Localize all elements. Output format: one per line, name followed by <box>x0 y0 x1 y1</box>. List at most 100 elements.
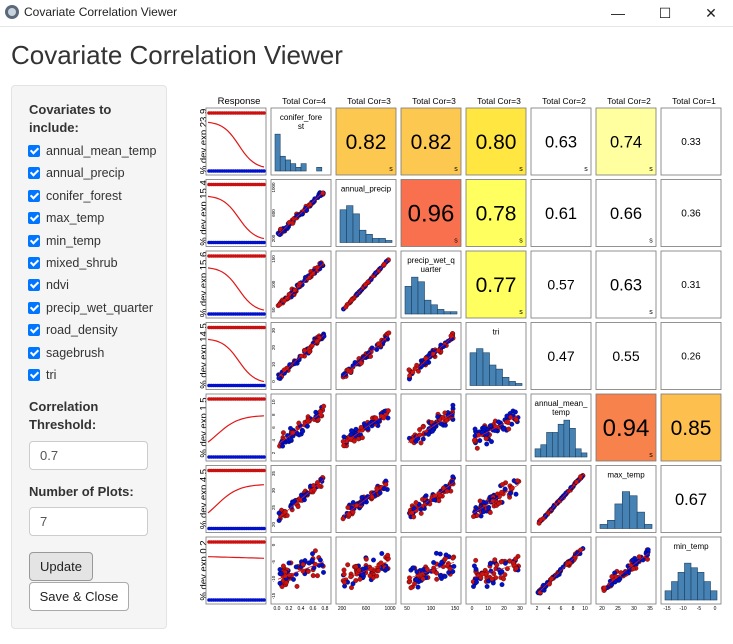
y-tick-label: 35 <box>271 471 276 477</box>
column-header: Total Cor=3 <box>412 96 456 106</box>
presence-point <box>436 498 442 504</box>
covariate-checkbox-precip-wet-quarter[interactable]: precip_wet_quarter <box>28 298 153 318</box>
x-tick-label: 0 <box>471 606 474 612</box>
presence-point <box>431 493 437 499</box>
covariate-label: max_temp <box>46 211 105 226</box>
checkbox-checked-icon[interactable] <box>28 324 40 337</box>
presence-point <box>514 478 520 484</box>
checkbox-checked-icon[interactable] <box>28 234 40 247</box>
response-cell <box>205 536 267 605</box>
absence-point <box>278 571 284 576</box>
presence-point <box>412 366 418 372</box>
histogram-bar <box>703 581 711 601</box>
y-tick-label: 25 <box>271 505 276 511</box>
absence-point <box>300 494 306 500</box>
absence-point <box>442 422 448 428</box>
variable-label: conifer_fore <box>280 113 323 122</box>
presence-point <box>295 504 301 510</box>
presence-point <box>297 281 303 286</box>
threshold-input[interactable] <box>29 441 148 470</box>
presence-point <box>311 487 317 493</box>
correlation-value: 0.82 <box>346 131 387 154</box>
update-button[interactable]: Update <box>29 552 93 581</box>
fit-line <box>472 563 520 578</box>
histogram-bar <box>482 352 490 386</box>
correlation-value: 0.96 <box>408 200 455 227</box>
significance-marker: s <box>519 309 523 316</box>
presence-point <box>358 424 364 430</box>
presence-point <box>498 559 504 565</box>
absence-point <box>309 557 315 563</box>
presence-point <box>407 373 413 379</box>
absence-point <box>366 350 372 356</box>
checkbox-checked-icon[interactable] <box>28 167 40 180</box>
close-button[interactable]: ✕ <box>705 4 717 21</box>
variable-label: precip_wet_q <box>407 256 455 265</box>
x-tick-label: 20 <box>599 606 605 612</box>
absence-point <box>499 569 505 575</box>
covariate-checkbox-sagebrush[interactable]: sagebrush <box>28 343 104 363</box>
x-tick-label: -5 <box>697 606 702 612</box>
checkbox-checked-icon[interactable] <box>28 369 40 381</box>
absence-point <box>381 486 387 491</box>
y-tick-label: 50 <box>271 307 276 313</box>
significance-marker: s <box>454 238 458 245</box>
y-tick-label: 10 <box>271 399 276 405</box>
absence-point <box>262 312 266 316</box>
fit-line <box>472 484 520 514</box>
minimize-button[interactable]: — <box>611 5 625 21</box>
covariate-label: road_density <box>46 323 118 338</box>
response-cell <box>205 393 267 462</box>
histogram-bar <box>404 286 412 315</box>
checkbox-checked-icon[interactable] <box>28 346 40 359</box>
absence-point <box>262 169 266 173</box>
presence-point <box>434 570 440 576</box>
covariate-checkbox-road-density[interactable]: road_density <box>28 320 118 340</box>
absence-point <box>384 566 390 572</box>
presence-point <box>345 562 351 568</box>
histogram-bar <box>690 567 698 601</box>
checkbox-checked-icon[interactable] <box>28 301 40 314</box>
presence-point <box>376 341 382 347</box>
checkbox-checked-icon[interactable] <box>28 145 40 157</box>
x-tick-label: 0 <box>714 606 717 612</box>
presence-point <box>351 438 357 444</box>
x-tick-label: 1000 <box>384 606 395 612</box>
covariate-checkbox-max-temp[interactable]: max_temp <box>28 208 104 228</box>
presence-point <box>363 556 369 562</box>
presence-point <box>262 254 266 258</box>
covariate-checkbox-ndvi[interactable]: ndvi <box>28 275 69 295</box>
covariate-checkbox-conifer-forest[interactable]: conifer_forest <box>28 186 122 206</box>
covariate-checkbox-min-temp[interactable]: min_temp <box>28 231 101 251</box>
histogram-bar <box>621 491 631 529</box>
absence-point <box>341 434 347 440</box>
presence-point <box>300 561 306 567</box>
checkbox-checked-icon[interactable] <box>28 189 40 202</box>
absence-point <box>379 551 385 556</box>
fit-line <box>407 561 455 580</box>
presence-point <box>501 576 506 582</box>
correlation-value: 0.31 <box>681 280 701 291</box>
page-title: Covariate Correlation Viewer <box>11 40 343 70</box>
column-header: Total Cor=1 <box>672 96 716 106</box>
presence-point <box>262 182 266 187</box>
num-plots-input[interactable] <box>29 507 148 536</box>
x-tick-label: 0.6 <box>310 606 317 612</box>
checkbox-checked-icon[interactable] <box>28 257 40 269</box>
presence-point <box>302 347 308 353</box>
checkbox-checked-icon[interactable] <box>28 212 40 225</box>
fit-line <box>277 262 325 307</box>
absence-point <box>508 490 513 496</box>
covariate-checkbox-tri[interactable]: tri <box>28 365 56 385</box>
presence-point <box>450 555 456 561</box>
presence-point <box>423 355 429 361</box>
covariate-checkbox-mixed-shrub[interactable]: mixed_shrub <box>28 253 118 273</box>
maximize-button[interactable]: ☐ <box>658 4 672 21</box>
covariate-checkbox-annual-mean-temp[interactable]: annual_mean_temp <box>28 141 157 161</box>
histogram-bar <box>339 209 347 243</box>
covariate-checkbox-annual-precip[interactable]: annual_precip <box>28 163 125 183</box>
save-close-button[interactable]: Save & Close <box>29 582 129 611</box>
absence-point <box>613 578 618 584</box>
checkbox-checked-icon[interactable] <box>28 279 40 292</box>
absence-point <box>276 375 282 381</box>
